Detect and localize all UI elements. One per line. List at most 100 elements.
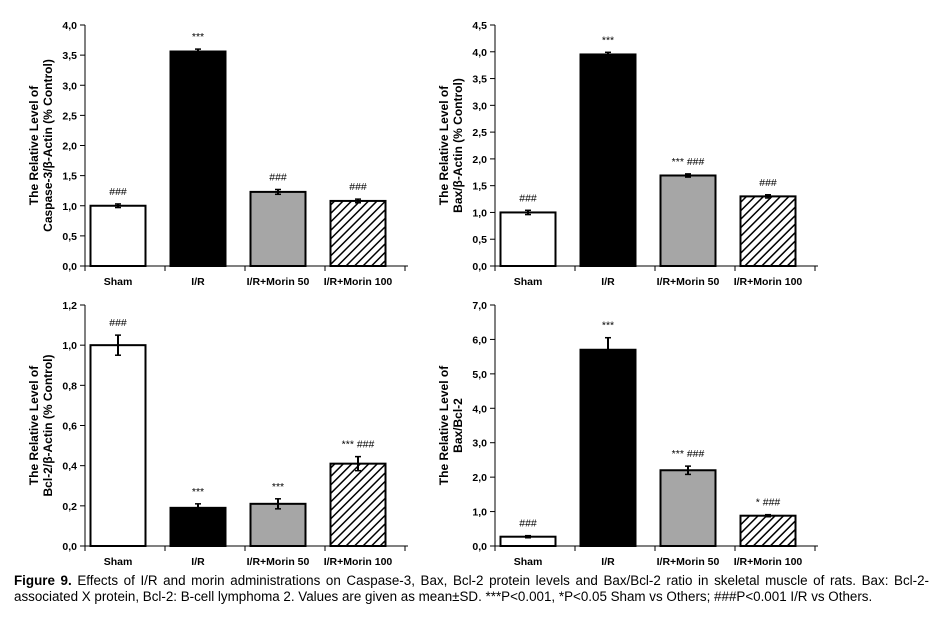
significance-label: ***	[192, 486, 204, 498]
bar-i-r-morin-100	[739, 195, 797, 267]
y-axis-label-line: The Relative Level of	[437, 365, 451, 485]
bax-bcl2-ratio-chart: 0,0 1,0 2,0 3,0 4,0 5,0 6,0 7,0 The Relative Lev…	[437, 300, 818, 568]
figure-caption: Figure 9. Effects of I/R and morin admin…	[14, 573, 929, 605]
category-label: I/R+Morin 100	[734, 276, 803, 288]
significance-label: ***	[602, 320, 614, 332]
bar-sham	[499, 211, 557, 267]
y-tick-label: 1,0	[472, 507, 487, 519]
significance-label: ***	[192, 31, 204, 43]
y-tick-label: 3,0	[62, 80, 77, 92]
significance-label: ###	[109, 317, 127, 329]
y-tick-label: 4,0	[472, 403, 487, 415]
category-label: I/R+Morin 100	[324, 556, 393, 568]
y-tick-label: 1,5	[62, 171, 77, 183]
category-label: I/R	[191, 556, 205, 568]
y-tick-label: 4,0	[472, 47, 487, 59]
bar-i-r-morin-50	[659, 469, 717, 547]
significance-label: * ###	[756, 497, 781, 509]
bar-i-r-morin-50	[249, 190, 307, 267]
category-label: Sham	[104, 556, 133, 568]
y-tick-label: 0,5	[472, 234, 487, 246]
bax-chart: 0,0 0,5 1,0 1,5 2,0 2,5 3,0 3,5 4,0 4,5 The Relati…	[437, 20, 818, 288]
y-axis-label-line: Caspase-3/β-Actin (% Control)	[41, 59, 55, 232]
y-tick-label: 4,5	[472, 20, 487, 32]
significance-label: ###	[759, 177, 777, 189]
y-axis-label: The Relative Level ofCaspase-3/β-Actin (…	[27, 59, 55, 232]
significance-label: *** ###	[672, 448, 705, 460]
y-tick-label: 1,0	[62, 201, 77, 213]
y-tick-label: 2,0	[472, 154, 487, 166]
y-axis-label: The Relative Level ofBax/Bcl-2	[437, 365, 465, 485]
bar-sham	[89, 204, 147, 267]
significance-label: *** ###	[342, 439, 375, 451]
y-tick-label: 2,0	[62, 141, 77, 153]
y-tick-label: 1,5	[472, 181, 487, 193]
bar-i-r-morin-100	[739, 514, 797, 548]
category-label: Sham	[514, 556, 543, 568]
y-tick-label: 0,6	[62, 421, 77, 433]
y-tick-label: 0,0	[472, 541, 487, 553]
bar-i-r-morin-50	[659, 174, 717, 267]
bar-i-r-morin-50	[249, 502, 307, 548]
category-label: I/R+Morin 50	[657, 556, 720, 568]
significance-label: ***	[602, 34, 614, 46]
bar-sham	[89, 344, 147, 547]
y-tick-label: 4,0	[62, 20, 77, 32]
y-axis-label-line: Bax/β-Actin (% Control)	[451, 78, 465, 213]
y-axis-label-line: The Relative Level of	[27, 365, 41, 485]
y-tick-label: 0,4	[62, 461, 77, 473]
category-label: I/R	[191, 276, 205, 288]
category-label: I/R	[601, 276, 615, 288]
y-tick-label: 3,5	[472, 74, 487, 86]
bar-i-r-morin-100	[329, 462, 387, 547]
significance-label: ###	[109, 186, 127, 198]
significance-label: *** ###	[672, 156, 705, 168]
caption-text: Effects of I/R and morin administrations…	[14, 573, 930, 604]
category-label: I/R+Morin 50	[657, 276, 720, 288]
y-axis-label-line: The Relative Level of	[27, 85, 41, 205]
y-tick-label: 0,0	[62, 541, 77, 553]
category-label: I/R+Morin 100	[734, 556, 803, 568]
y-axis-label: The Relative Level ofBax/β-Actin (% Cont…	[437, 78, 465, 213]
y-tick-label: 2,0	[472, 472, 487, 484]
bcl2-chart: 0,0 0,2 0,4 0,6 0,8 1,0 1,2 The Relative Level …	[27, 300, 408, 568]
significance-label: ###	[519, 192, 537, 204]
y-tick-label: 5,0	[472, 369, 487, 381]
caption-label: Figure 9.	[14, 573, 72, 588]
y-tick-label: 1,0	[62, 340, 77, 352]
bar-i-r	[169, 50, 227, 268]
significance-label: ###	[269, 171, 287, 183]
category-label: I/R	[601, 556, 615, 568]
y-tick-label: 3,0	[472, 438, 487, 450]
category-label: Sham	[514, 276, 543, 288]
significance-label: ###	[519, 518, 537, 530]
y-tick-label: 0,0	[472, 261, 487, 273]
significance-label: ###	[349, 181, 367, 193]
bar-i-r-morin-100	[329, 199, 387, 267]
y-tick-label: 6,0	[472, 334, 487, 346]
bar-i-r	[579, 53, 637, 268]
bar-i-r	[579, 348, 637, 547]
bar-i-r	[169, 506, 227, 548]
y-tick-label: 3,5	[62, 50, 77, 62]
y-axis-label: The Relative Level ofBcl-2/β-Actin (% Co…	[27, 355, 55, 497]
category-label: I/R+Morin 50	[247, 276, 310, 288]
category-label: Sham	[104, 276, 133, 288]
caspase3-chart: 0,0 0,5 1,0 1,5 2,0 2,5 3,0 3,5 4,0 The Relative …	[27, 20, 408, 288]
y-tick-label: 2,5	[472, 127, 487, 139]
y-axis-label-line: Bax/Bcl-2	[451, 398, 465, 453]
y-tick-label: 0,2	[62, 501, 77, 513]
y-axis-label-line: The Relative Level of	[437, 85, 451, 205]
y-tick-label: 0,8	[62, 380, 77, 392]
y-tick-label: 2,5	[62, 110, 77, 122]
y-tick-label: 1,2	[62, 300, 77, 312]
y-tick-label: 0,5	[62, 231, 77, 243]
significance-label: ***	[272, 481, 284, 493]
y-tick-label: 0,0	[62, 261, 77, 273]
category-label: I/R+Morin 100	[324, 276, 393, 288]
y-axis-label-line: Bcl-2/β-Actin (% Control)	[41, 355, 55, 497]
y-tick-label: 1,0	[472, 207, 487, 219]
category-label: I/R+Morin 50	[247, 556, 310, 568]
y-tick-label: 3,0	[472, 100, 487, 112]
